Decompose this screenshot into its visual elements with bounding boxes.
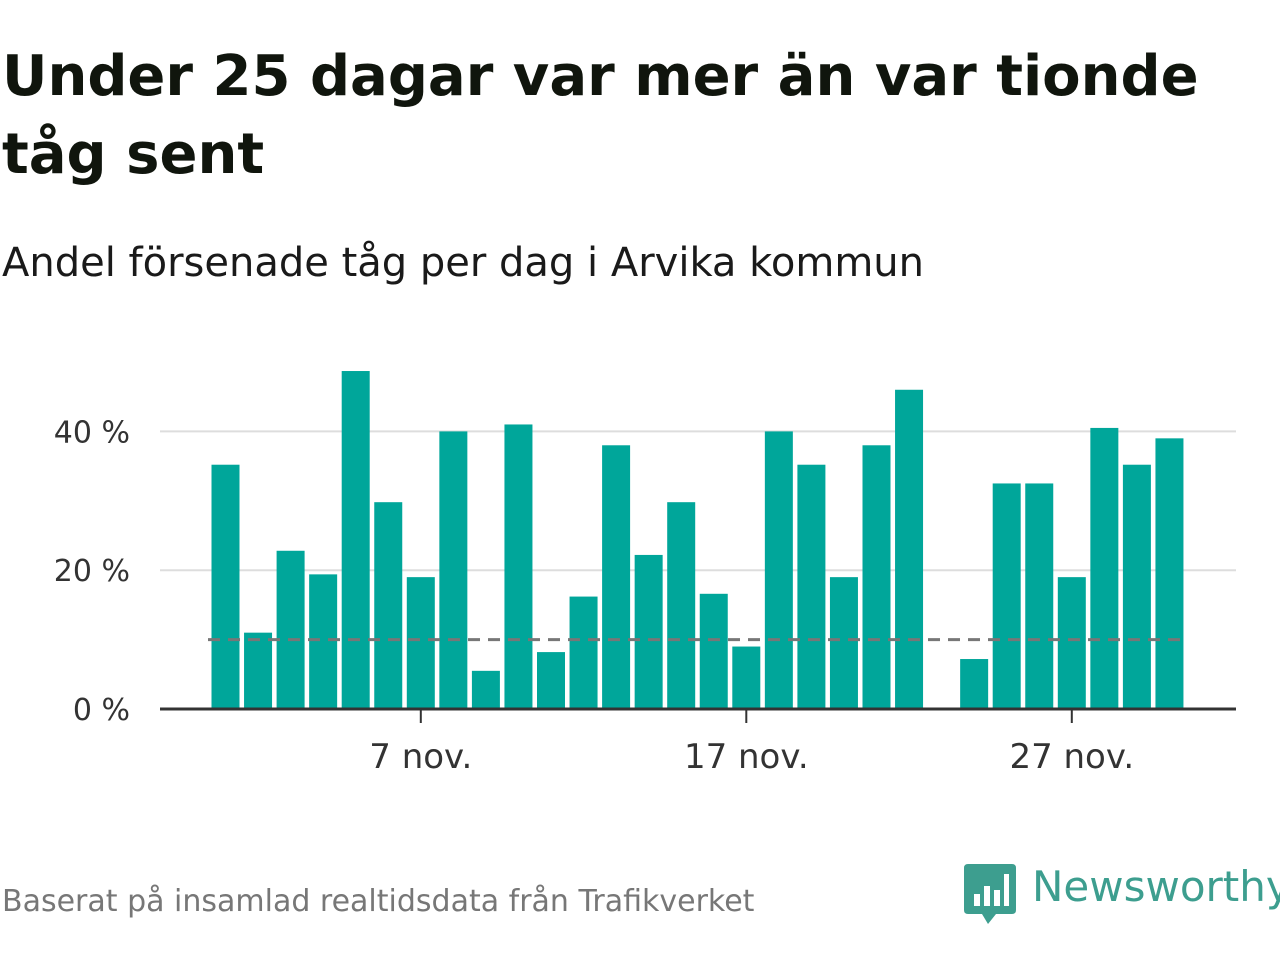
- bar-chart: 0 % 20 % 40 % 7 nov. 17 nov. 27 nov.: [54, 371, 1236, 777]
- y-tick-label: 20 %: [54, 554, 130, 589]
- y-tick-label: 0 %: [73, 693, 130, 728]
- bar: [374, 502, 403, 709]
- bar: [406, 577, 435, 709]
- bar: [504, 424, 533, 709]
- bar: [439, 431, 468, 709]
- bar: [960, 659, 989, 709]
- bar: [602, 445, 631, 709]
- bar: [211, 464, 240, 709]
- y-tick-label: 40 %: [54, 415, 130, 450]
- bar: [764, 431, 793, 709]
- bar: [895, 389, 924, 709]
- chart-title: Under 25 dagar var mer än var tionde tåg…: [2, 44, 1199, 187]
- bar: [471, 670, 500, 709]
- bar: [569, 596, 598, 709]
- bar: [862, 445, 891, 709]
- bar: [1025, 483, 1054, 709]
- bar: [699, 593, 728, 709]
- axes-group: 0 % 20 % 40 % 7 nov. 17 nov. 27 nov.: [54, 415, 1236, 777]
- bar: [667, 502, 696, 709]
- bar: [1122, 464, 1151, 709]
- x-tick-label: 7 nov.: [369, 737, 472, 777]
- bar: [634, 554, 663, 709]
- bar: [732, 646, 761, 709]
- x-tick-label: 17 nov.: [684, 737, 809, 777]
- bar: [537, 652, 565, 709]
- bar: [309, 574, 338, 709]
- bar: [797, 464, 826, 709]
- bars-group: [211, 371, 1184, 709]
- bar: [992, 483, 1021, 709]
- chart-subtitle: Andel försenade tåg per dag i Arvika kom…: [2, 240, 924, 286]
- bar: [1155, 438, 1184, 709]
- gridlines: [160, 430, 1236, 572]
- newsworthy-chart-bubble-icon: [964, 864, 1016, 924]
- bar: [244, 632, 273, 709]
- bar: [829, 577, 858, 709]
- x-tick-label: 27 nov.: [1009, 737, 1134, 777]
- bar: [341, 371, 370, 709]
- brand-name: Newsworthy: [1032, 862, 1280, 911]
- bar: [1057, 577, 1086, 709]
- source-note: Baserat på insamlad realtidsdata från Tr…: [2, 884, 755, 919]
- bar: [276, 550, 305, 709]
- bar: [1090, 427, 1119, 709]
